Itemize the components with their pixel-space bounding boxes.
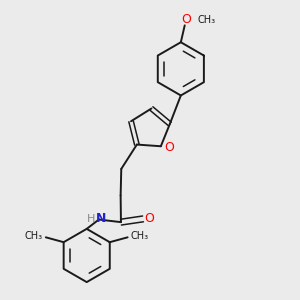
Text: N: N <box>96 212 106 225</box>
Text: CH₃: CH₃ <box>197 15 215 25</box>
Text: H: H <box>87 214 96 224</box>
Text: O: O <box>144 212 154 225</box>
Text: O: O <box>181 13 190 26</box>
Text: CH₃: CH₃ <box>24 231 43 241</box>
Text: O: O <box>165 141 175 154</box>
Text: CH₃: CH₃ <box>131 231 149 241</box>
